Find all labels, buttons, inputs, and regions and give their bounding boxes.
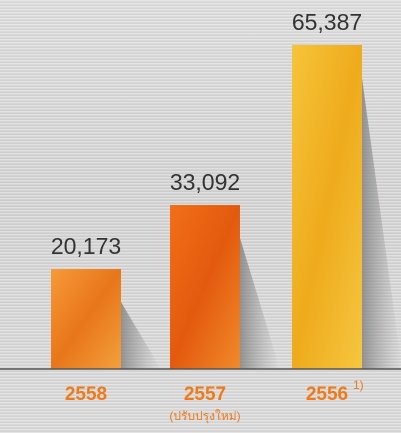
bar-shadow-2558	[121, 302, 161, 369]
bar-2557	[170, 205, 240, 369]
category-note-2557: (ปรับปรุงใหม่)	[169, 409, 240, 424]
bar-shadow-2556	[362, 78, 401, 369]
category-label-2556: 2556	[306, 384, 348, 405]
category-label-2558: 2558	[65, 384, 107, 405]
bars	[51, 45, 362, 369]
bar-2556	[292, 45, 362, 369]
bar-shadow-2557	[240, 238, 280, 369]
footnote-marker-2556: 1)	[353, 378, 364, 392]
value-label-2558: 20,173	[51, 233, 121, 259]
bar-2558	[51, 269, 121, 369]
category-label-2557: 2557	[184, 384, 226, 405]
value-label-2556: 65,387	[292, 9, 362, 35]
value-label-2557: 33,092	[170, 169, 240, 195]
